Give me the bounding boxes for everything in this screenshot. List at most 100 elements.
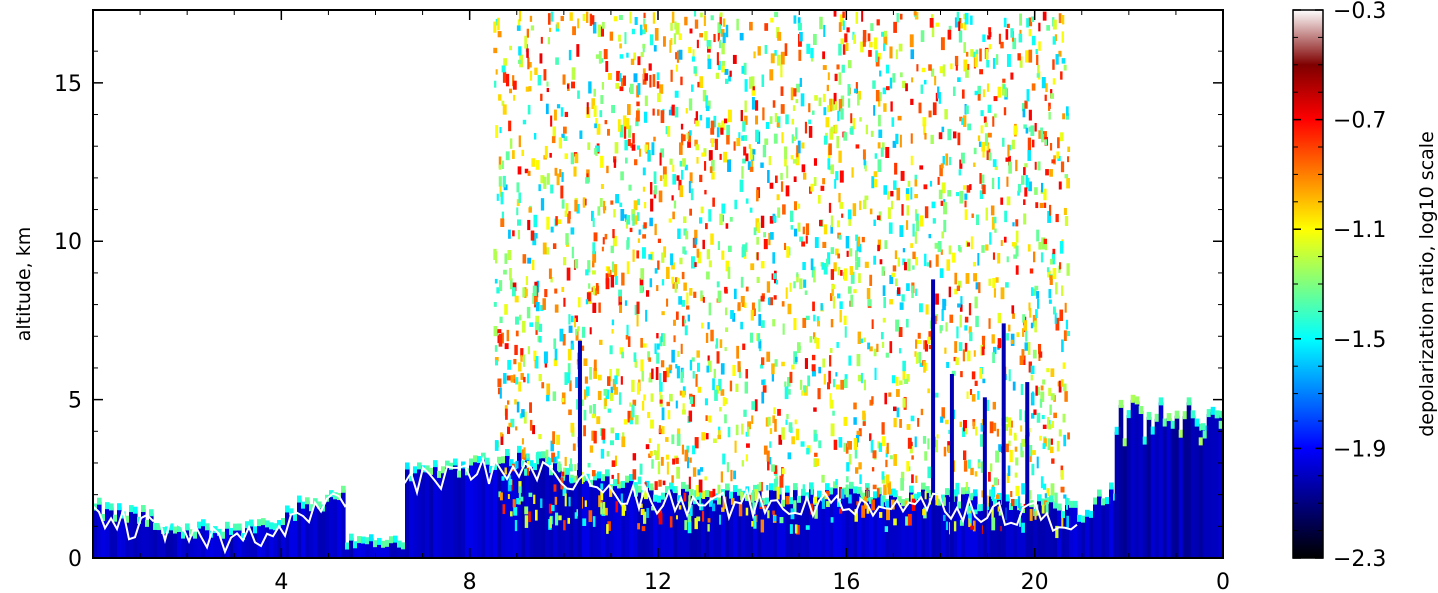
scatter-cell [992, 252, 996, 260]
scatter-cell [961, 118, 964, 125]
scatter-cell [945, 153, 949, 166]
scatter-cell [509, 88, 513, 94]
scatter-cell [1031, 83, 1036, 91]
boundary-layer-cell [309, 508, 314, 558]
scatter-cell [688, 410, 693, 422]
scatter-cell [574, 258, 579, 269]
scatter-cell [660, 360, 665, 368]
scatter-cell [866, 506, 870, 514]
scatter-cell [871, 176, 875, 189]
scatter-cell [881, 142, 885, 150]
scatter-cell [535, 302, 540, 312]
scatter-cell [507, 400, 510, 405]
scatter-cell [503, 373, 507, 384]
scatter-cell [760, 364, 764, 369]
precip-streak [931, 279, 936, 558]
boundary-layer-cell [817, 494, 822, 558]
scatter-cell [924, 451, 928, 461]
scatter-cell [532, 285, 537, 297]
boundary-layer-cell [993, 502, 998, 558]
scatter-cell [958, 169, 961, 176]
layer-top-fringe [197, 521, 202, 529]
scatter-cell [848, 454, 852, 465]
layer-top-fringe [921, 482, 926, 490]
layer-top-fringe [853, 486, 858, 494]
scatter-cell [1001, 83, 1005, 96]
layer-top-fringe [405, 462, 410, 470]
scatter-cell [762, 107, 765, 121]
layer-top-fringe [425, 465, 430, 473]
boundary-layer-cell [521, 464, 526, 558]
scatter-cell [1030, 322, 1034, 329]
scatter-cell [804, 358, 808, 369]
scatter-cell [524, 35, 527, 49]
scatter-cell [927, 388, 930, 394]
boundary-layer-cell [457, 474, 462, 558]
scatter-cell [707, 322, 710, 330]
scatter-cell [778, 434, 783, 445]
scatter-cell [1007, 417, 1012, 428]
y-tick-label: 5 [68, 389, 82, 414]
scatter-cell [654, 481, 658, 491]
scatter-cell [834, 101, 838, 110]
scatter-cell [942, 298, 946, 311]
scatter-cell [1025, 330, 1028, 342]
scatter-cell [589, 445, 594, 453]
scatter-cell [696, 39, 699, 49]
scatter-cell [611, 319, 615, 326]
layer-top-fringe [1186, 397, 1192, 406]
scatter-cell [1066, 515, 1069, 528]
scatter-cell [869, 274, 873, 286]
scatter-cell [1015, 219, 1019, 227]
scatter-cell [614, 375, 618, 385]
scatter-cell [676, 466, 680, 479]
scatter-cell [1013, 432, 1017, 440]
layer-top-fringe [377, 537, 382, 545]
scatter-cell [1020, 450, 1024, 458]
scatter-cell [610, 274, 615, 288]
scatter-cell [812, 301, 815, 312]
scatter-cell [652, 74, 656, 87]
scatter-cell [736, 345, 740, 359]
scatter-cell [672, 458, 676, 465]
scatter-cell [1048, 204, 1052, 216]
scatter-cell [499, 186, 502, 197]
scatter-cell [895, 49, 898, 60]
scatter-cell [665, 126, 669, 135]
scatter-cell [851, 167, 854, 178]
scatter-cell [900, 72, 903, 78]
boundary-layer-cell [661, 496, 666, 558]
dense-layer-cell [1114, 431, 1120, 558]
scatter-cell [507, 494, 510, 500]
layer-top-fringe [445, 460, 450, 468]
boundary-layer-cell [233, 527, 238, 558]
boundary-layer-cell [165, 530, 170, 558]
scatter-cell [830, 126, 835, 132]
scatter-cell [676, 433, 681, 446]
scatter-cell [526, 48, 529, 58]
scatter-cell [803, 279, 807, 288]
boundary-layer-cell [917, 496, 922, 558]
layer-top-fringe [897, 496, 902, 504]
scatter-cell [1063, 434, 1067, 447]
scatter-cell [607, 128, 610, 136]
scatter-cell [1043, 202, 1047, 208]
scatter-cell [793, 201, 798, 211]
scatter-cell [1052, 19, 1057, 30]
colorbar-tick-label: −0.7 [1333, 109, 1386, 134]
boundary-layer-cell [673, 490, 678, 558]
scatter-cell [1037, 161, 1041, 171]
scatter-cell [679, 257, 683, 265]
scatter-cell [582, 518, 587, 526]
scatter-cell [627, 410, 632, 423]
boundary-layer-cell [417, 466, 422, 558]
layer-top-fringe [765, 497, 770, 505]
scatter-cell [572, 26, 576, 36]
scatter-cell [915, 256, 919, 266]
scatter-cell [740, 321, 743, 330]
scatter-cell [791, 134, 794, 144]
scatter-cell [611, 104, 616, 114]
scatter-cell [513, 374, 516, 382]
scatter-cell [914, 209, 917, 221]
scatter-cell [957, 280, 962, 288]
